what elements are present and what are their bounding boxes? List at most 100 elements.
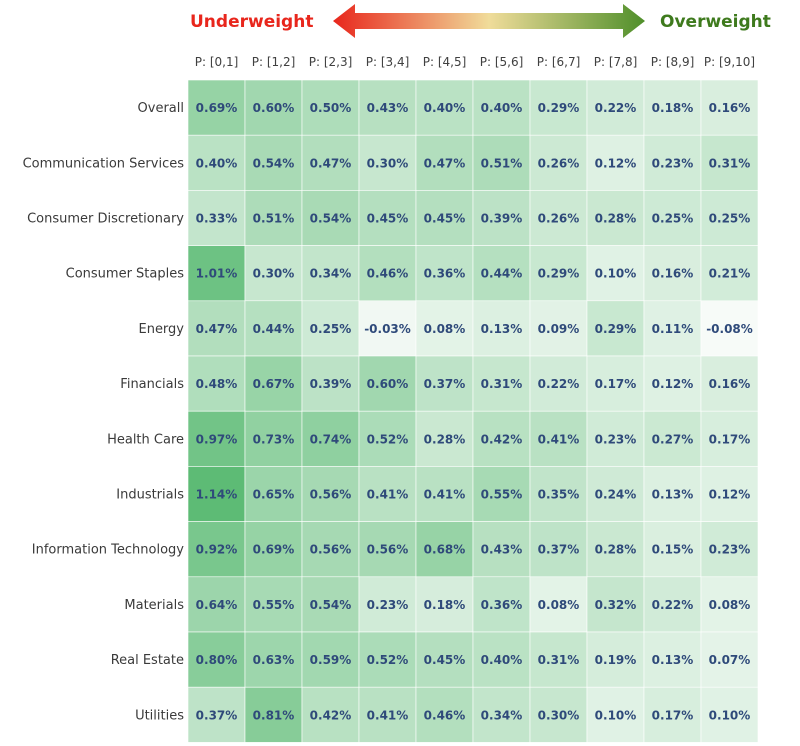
cell-value-label: 0.08% <box>538 598 580 612</box>
heatmap-cell <box>415 190 474 246</box>
cell-value-label: 0.56% <box>367 543 409 557</box>
heatmap-cell <box>415 466 474 522</box>
cell-value-label: 0.21% <box>709 267 751 281</box>
cell-value-label: 0.73% <box>253 432 295 446</box>
heatmap-cell <box>529 521 588 578</box>
cell-value-label: 0.42% <box>481 432 523 446</box>
cell-value-label: 0.80% <box>196 653 238 667</box>
cell-value-label: 0.35% <box>538 488 580 502</box>
cell-value-label: 0.10% <box>709 708 751 722</box>
cell-value-label: 0.51% <box>253 212 295 226</box>
cell-value-label: 1.01% <box>196 267 238 281</box>
cell-value-label: 0.42% <box>310 708 352 722</box>
cell-value-label: 0.28% <box>424 432 466 446</box>
double-headed-arrow-icon <box>333 4 645 38</box>
heatmap-cell <box>358 79 417 136</box>
cell-value-label: 0.37% <box>196 708 238 722</box>
cell-value-label: 0.37% <box>538 543 580 557</box>
cell-value-label: 0.17% <box>595 377 637 391</box>
heatmap-cell <box>415 245 474 302</box>
heatmap-cell <box>586 300 645 357</box>
cell-value-label: 0.32% <box>595 598 637 612</box>
column-header: P: [9,10] <box>704 55 755 69</box>
cell-value-label: 0.59% <box>310 653 352 667</box>
cell-value-label: 0.29% <box>538 101 580 115</box>
heatmap-cell <box>529 134 588 191</box>
heatmap-cell <box>358 686 417 743</box>
cell-value-label: 0.18% <box>424 598 466 612</box>
heatmap-cell <box>472 631 531 688</box>
cell-value-label: 0.23% <box>709 543 751 557</box>
heatmap-cell <box>472 521 531 578</box>
cell-value-label: 0.16% <box>709 101 751 115</box>
heatmap-cell <box>586 521 645 578</box>
chart-header: Underweight Overweight <box>0 0 800 50</box>
cell-value-label: 0.54% <box>310 212 352 226</box>
column-header: P: [0,1] <box>195 55 239 69</box>
heatmap-cell <box>358 134 417 191</box>
heatmap-cell <box>700 410 759 467</box>
cell-value-label: 0.13% <box>481 322 523 336</box>
heatmap-cell <box>301 410 360 467</box>
heatmap-cell <box>643 79 702 136</box>
heatmap-cell <box>472 576 531 633</box>
heatmap-cell <box>643 576 702 633</box>
heatmap-cell <box>415 576 474 633</box>
row-header: Industrials <box>116 488 184 503</box>
cell-value-label: 0.13% <box>652 653 694 667</box>
heatmap-cell <box>301 576 360 633</box>
heatmap-cell <box>244 631 303 688</box>
heatmap-cell <box>586 79 645 136</box>
heatmap-cell <box>700 245 759 302</box>
heatmap-cell <box>358 300 417 357</box>
heatmap-cell <box>244 466 303 522</box>
cell-value-label: 0.30% <box>538 708 580 722</box>
cell-value-label: 0.17% <box>709 432 751 446</box>
row-header: Information Technology <box>32 543 185 558</box>
heatmap-cell <box>643 686 702 743</box>
heatmap-cell <box>586 190 645 246</box>
heatmap-cell <box>415 410 474 467</box>
heatmap-cell <box>700 466 759 522</box>
heatmap-cell <box>586 686 645 743</box>
cell-value-label: 0.37% <box>424 377 466 391</box>
cell-value-label: 0.12% <box>652 377 694 391</box>
cell-value-label: 0.51% <box>481 156 523 170</box>
heatmap-cell <box>187 631 246 688</box>
cell-value-label: 0.10% <box>595 708 637 722</box>
cell-value-label: 0.41% <box>367 708 409 722</box>
cell-value-label: 0.31% <box>538 653 580 667</box>
cell-value-label: 0.69% <box>253 543 295 557</box>
cell-value-label: 0.68% <box>424 543 466 557</box>
column-header: P: [7,8] <box>594 55 638 69</box>
cell-value-label: 0.29% <box>538 267 580 281</box>
heatmap-cell <box>358 466 417 522</box>
heatmap-cell <box>700 686 759 743</box>
cell-value-label: 0.29% <box>595 322 637 336</box>
cell-value-label: 0.55% <box>481 488 523 502</box>
overweight-label: Overweight <box>660 12 771 32</box>
heatmap-cell <box>358 576 417 633</box>
heatmap-cell <box>529 576 588 633</box>
row-header: Energy <box>138 322 184 337</box>
cell-value-label: 0.17% <box>652 708 694 722</box>
column-header: P: [4,5] <box>423 55 467 69</box>
cell-value-label: 0.52% <box>367 653 409 667</box>
cell-value-label: 0.47% <box>424 156 466 170</box>
heatmap-cell <box>472 466 531 522</box>
column-header: P: [6,7] <box>537 55 581 69</box>
heatmap-cell <box>358 190 417 246</box>
column-header: P: [2,3] <box>309 55 353 69</box>
cell-value-label: 0.22% <box>595 101 637 115</box>
cell-value-label: 0.30% <box>367 156 409 170</box>
row-header: Consumer Discretionary <box>27 212 184 227</box>
cell-value-label: 0.25% <box>310 322 352 336</box>
heatmap-cell <box>415 300 474 357</box>
cell-value-label: 0.12% <box>709 488 751 502</box>
heatmap-cell <box>415 355 474 412</box>
heatmap-cell <box>643 410 702 467</box>
cell-value-label: 1.14% <box>196 488 238 502</box>
heatmap-cell <box>472 686 531 743</box>
cell-value-label: 0.28% <box>595 543 637 557</box>
